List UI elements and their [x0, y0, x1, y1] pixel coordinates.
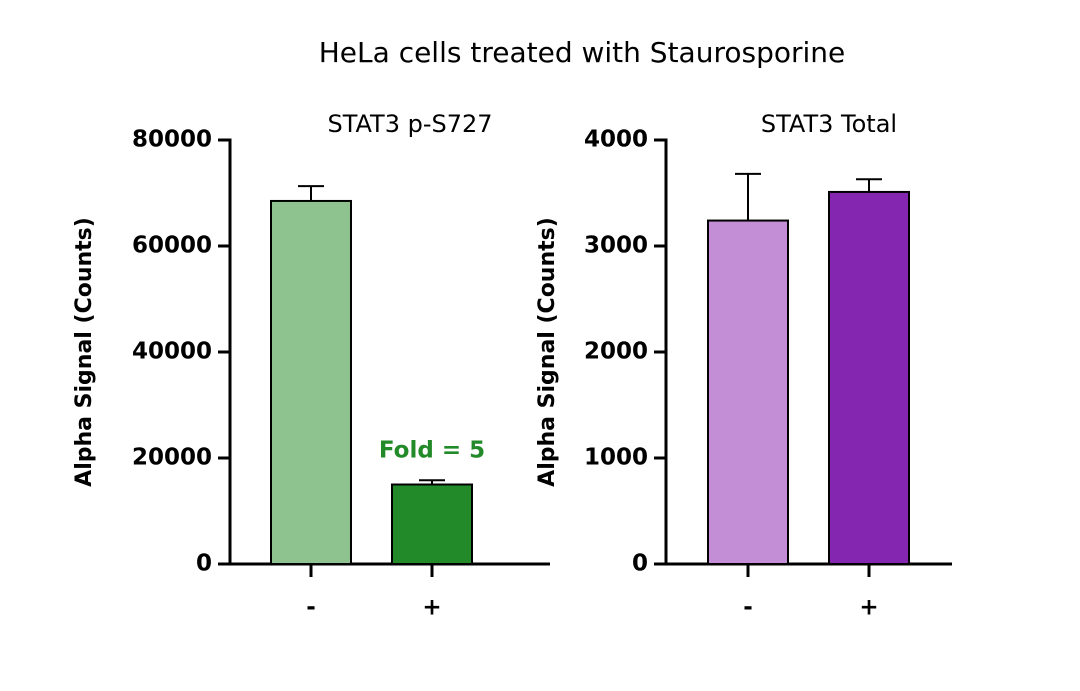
- figure-title: HeLa cells treated with Staurosporine: [319, 36, 846, 69]
- x-tick-label: -: [743, 595, 753, 621]
- y-axis-label: Alpha Signal (Counts): [72, 217, 97, 487]
- y-axis-label: Alpha Signal (Counts): [535, 217, 560, 487]
- x-tick-label: +: [859, 595, 878, 621]
- subplot-title: STAT3 Total: [761, 110, 897, 138]
- bar: [707, 219, 789, 565]
- x-tick-label: -: [306, 595, 316, 621]
- y-tick-label: 3000: [584, 233, 648, 259]
- y-tick-label: 0: [632, 551, 648, 577]
- annotation: Fold = 5: [379, 438, 485, 464]
- y-tick-label: 60000: [132, 233, 212, 259]
- bar: [270, 199, 352, 565]
- y-tick-label: 0: [196, 551, 212, 577]
- y-tick-label: 20000: [132, 445, 212, 471]
- subplot-title: STAT3 p-S727: [327, 110, 492, 138]
- y-tick-label: 2000: [584, 339, 648, 365]
- bar: [391, 483, 473, 565]
- y-tick-label: 80000: [132, 127, 212, 153]
- bar: [828, 190, 910, 565]
- y-tick-label: 1000: [584, 445, 648, 471]
- y-tick-label: 4000: [584, 127, 648, 153]
- y-tick-label: 40000: [132, 339, 212, 365]
- x-tick-label: +: [422, 595, 441, 621]
